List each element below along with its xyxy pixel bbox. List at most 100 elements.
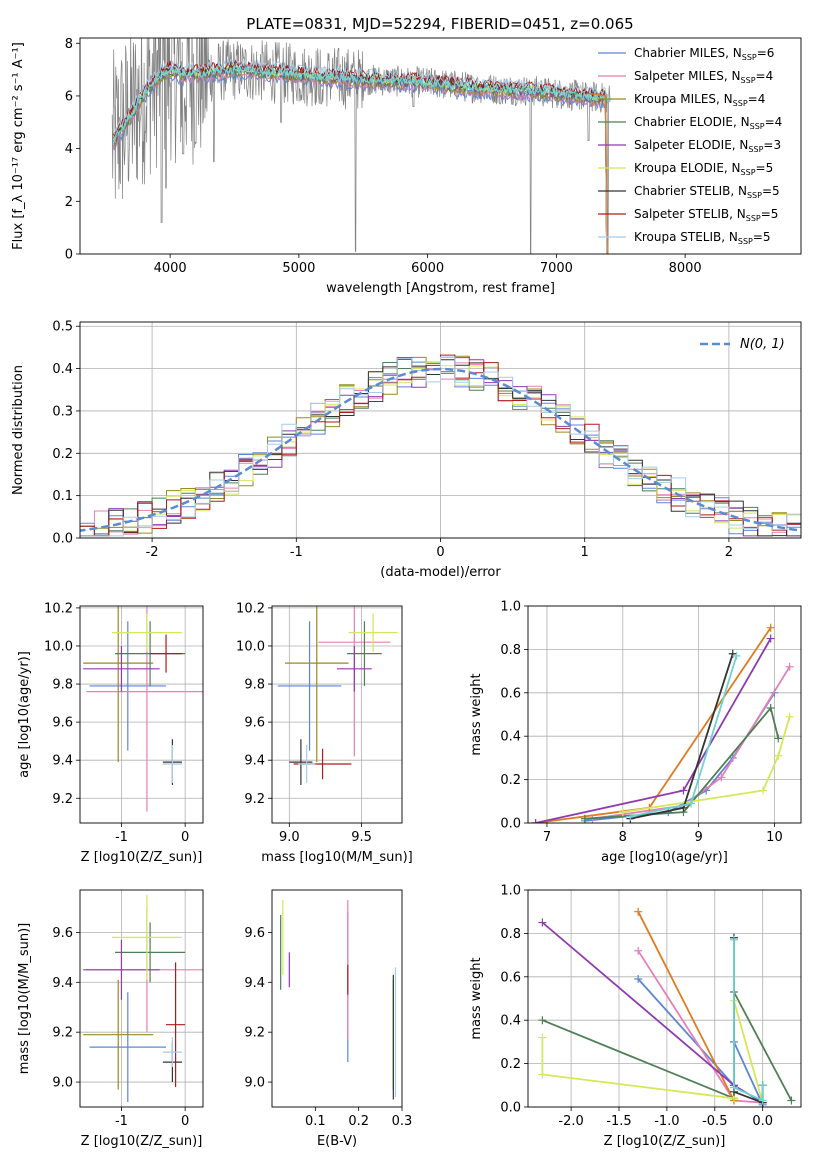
y-tick-label: 10.2 — [44, 601, 73, 616]
weight-marker — [766, 703, 775, 712]
x-axis-label: mass [log10(M/M_sun)] — [261, 850, 413, 865]
axes-frame — [271, 889, 403, 1108]
y-tick-label: 0.6 — [500, 970, 521, 985]
x-tick-label: -1.0 — [654, 1114, 679, 1129]
figure-title: PLATE=0831, MJD=52294, FIBERID=0451, z=0… — [246, 15, 633, 33]
legend-entry: Chabrier ELODIE, NSSP=4 — [634, 115, 782, 131]
y-tick-label: 9.6 — [52, 716, 73, 731]
y-tick-label: 9.4 — [244, 976, 265, 991]
y-tick-label: 2 — [65, 195, 73, 210]
weight-marker — [758, 1096, 767, 1105]
x-tick-label: -1 — [115, 830, 128, 845]
y-tick-label: 9.4 — [244, 754, 265, 769]
mass-vs-metallicity-panel: -1 0 9.0 9.2 9.4 9.6 Z [log10(Z/Z_sun)] mass [l… — [17, 889, 204, 1149]
legend-entry: Kroupa STELIB, NSSP=5 — [634, 230, 771, 246]
plot-area — [531, 623, 794, 823]
y-tick-label: 9.6 — [244, 926, 265, 941]
weight-series-line — [733, 939, 764, 1102]
x-axis-label: Z [log10(Z/Z_sun)] — [81, 850, 203, 865]
y-tick-label: 0.4 — [500, 1014, 521, 1029]
x-tick-label: 0.3 — [392, 1114, 413, 1129]
y-tick-label: 0.2 — [500, 773, 521, 788]
x-axis-label: Z [log10(Z/Z_sun)] — [81, 1134, 203, 1149]
x-tick-label: 0.1 — [305, 1114, 326, 1129]
residuals-histogram-panel: -2 -1 0 1 2 0.0 0.1 0.2 0.3 0.4 0.5 (data-model)/er… — [11, 320, 802, 580]
x-tick-label: 7000 — [540, 261, 573, 276]
y-tick-label: 9.4 — [52, 754, 73, 769]
y-tick-label: 9.6 — [244, 716, 265, 731]
y-tick-label: 9.0 — [244, 1076, 265, 1091]
legend-entry: Salpeter MILES, NSSP=4 — [634, 69, 773, 85]
y-axis-label: age [log10(age/yr)] — [17, 651, 32, 778]
x-tick-label: -2 — [146, 545, 159, 560]
normal-curve — [80, 367, 801, 532]
y-tick-label: 9.6 — [52, 926, 73, 941]
age-vs-metallicity-panel: -1 0 9.2 9.4 9.6 9.8 10.0 10.2 Z [log10(Z/Z_sun)… — [17, 601, 204, 865]
weight-marker — [729, 1083, 738, 1092]
x-tick-label: 7 — [543, 830, 551, 845]
spectrum-legend: Chabrier MILES, NSSP=6 Salpeter MILES, NS… — [598, 46, 782, 246]
x-tick-label: 0 — [436, 545, 444, 560]
weight-marker — [759, 786, 768, 795]
y-axis-label: Flux [f_λ 10⁻¹⁷ erg cm⁻² s⁻¹ A⁻¹] — [11, 42, 26, 250]
x-axis-label: Z [log10(Z/Z_sun)] — [604, 1134, 726, 1149]
y-tick-label: 9.8 — [244, 678, 265, 693]
y-tick-label: 10.2 — [236, 601, 265, 616]
y-axis-label: mass weight — [469, 673, 484, 755]
y-tick-label: 9.0 — [52, 1076, 73, 1091]
x-tick-label: 4000 — [154, 261, 187, 276]
x-tick-label: 2 — [725, 545, 733, 560]
model-spectrum-line — [113, 60, 608, 254]
weight-marker — [618, 808, 627, 817]
y-axis-label: Normed distribution — [11, 365, 26, 495]
legend-entry: Salpeter ELODIE, NSSP=3 — [634, 138, 781, 154]
plot-area — [83, 894, 203, 1103]
weight-marker — [774, 734, 783, 743]
histogram-step — [80, 356, 801, 537]
y-tick-label: 0 — [65, 248, 73, 263]
x-tick-label: 1 — [581, 545, 589, 560]
x-tick-label: -1 — [115, 1114, 128, 1129]
weight-marker — [717, 773, 726, 782]
legend-entry: N(0, 1) — [740, 337, 785, 352]
y-axis-label: mass weight — [469, 957, 484, 1039]
y-tick-label: 9.2 — [244, 1026, 265, 1041]
y-tick-label: 10.0 — [236, 639, 265, 654]
x-tick-label: 8000 — [669, 261, 702, 276]
y-tick-label: 0.2 — [52, 447, 73, 462]
mass-vs-extinction-panel: 0.1 0.2 0.3 9.0 9.2 9.4 9.6 E(B-V) — [244, 889, 413, 1149]
y-tick-label: 0.4 — [500, 730, 521, 745]
y-tick-label: 0.3 — [52, 404, 73, 419]
axes-frame — [79, 605, 204, 824]
weight-marker — [634, 974, 643, 983]
y-tick-label: 0.0 — [52, 532, 73, 547]
plot-area — [80, 354, 801, 537]
weight-marker — [538, 1016, 547, 1025]
plot-area — [111, 38, 611, 254]
weight-series-line — [622, 716, 791, 813]
axes-frame — [79, 889, 204, 1108]
x-tick-label: -1.5 — [606, 1114, 631, 1129]
legend-entry: Kroupa ELODIE, NSSP=5 — [634, 161, 773, 177]
x-tick-label: 10 — [766, 830, 783, 845]
y-tick-label: 0.1 — [52, 489, 73, 504]
y-axis-label: mass [log10(M/M_sun)] — [17, 923, 32, 1075]
x-tick-label: -2.0 — [558, 1114, 583, 1129]
plot-area — [538, 907, 796, 1107]
legend-entry: Kroupa MILES, NSSP=4 — [634, 92, 765, 108]
weight-marker — [626, 812, 635, 821]
weight-marker — [766, 634, 775, 643]
weight-marker — [580, 814, 589, 823]
x-tick-label: 0.2 — [348, 1114, 369, 1129]
plot-area — [83, 606, 203, 812]
weight-marker — [538, 1033, 547, 1042]
y-tick-label: 9.4 — [52, 976, 73, 991]
y-tick-label: 1.0 — [500, 600, 521, 615]
best-fit-spectrum-line — [112, 64, 611, 145]
x-axis-label: wavelength [Angstrom, rest frame] — [326, 281, 555, 296]
weight-marker — [531, 819, 540, 823]
y-tick-label: 0.0 — [500, 1101, 521, 1116]
y-tick-label: 0.4 — [52, 362, 73, 377]
model-tail-line — [588, 92, 609, 254]
